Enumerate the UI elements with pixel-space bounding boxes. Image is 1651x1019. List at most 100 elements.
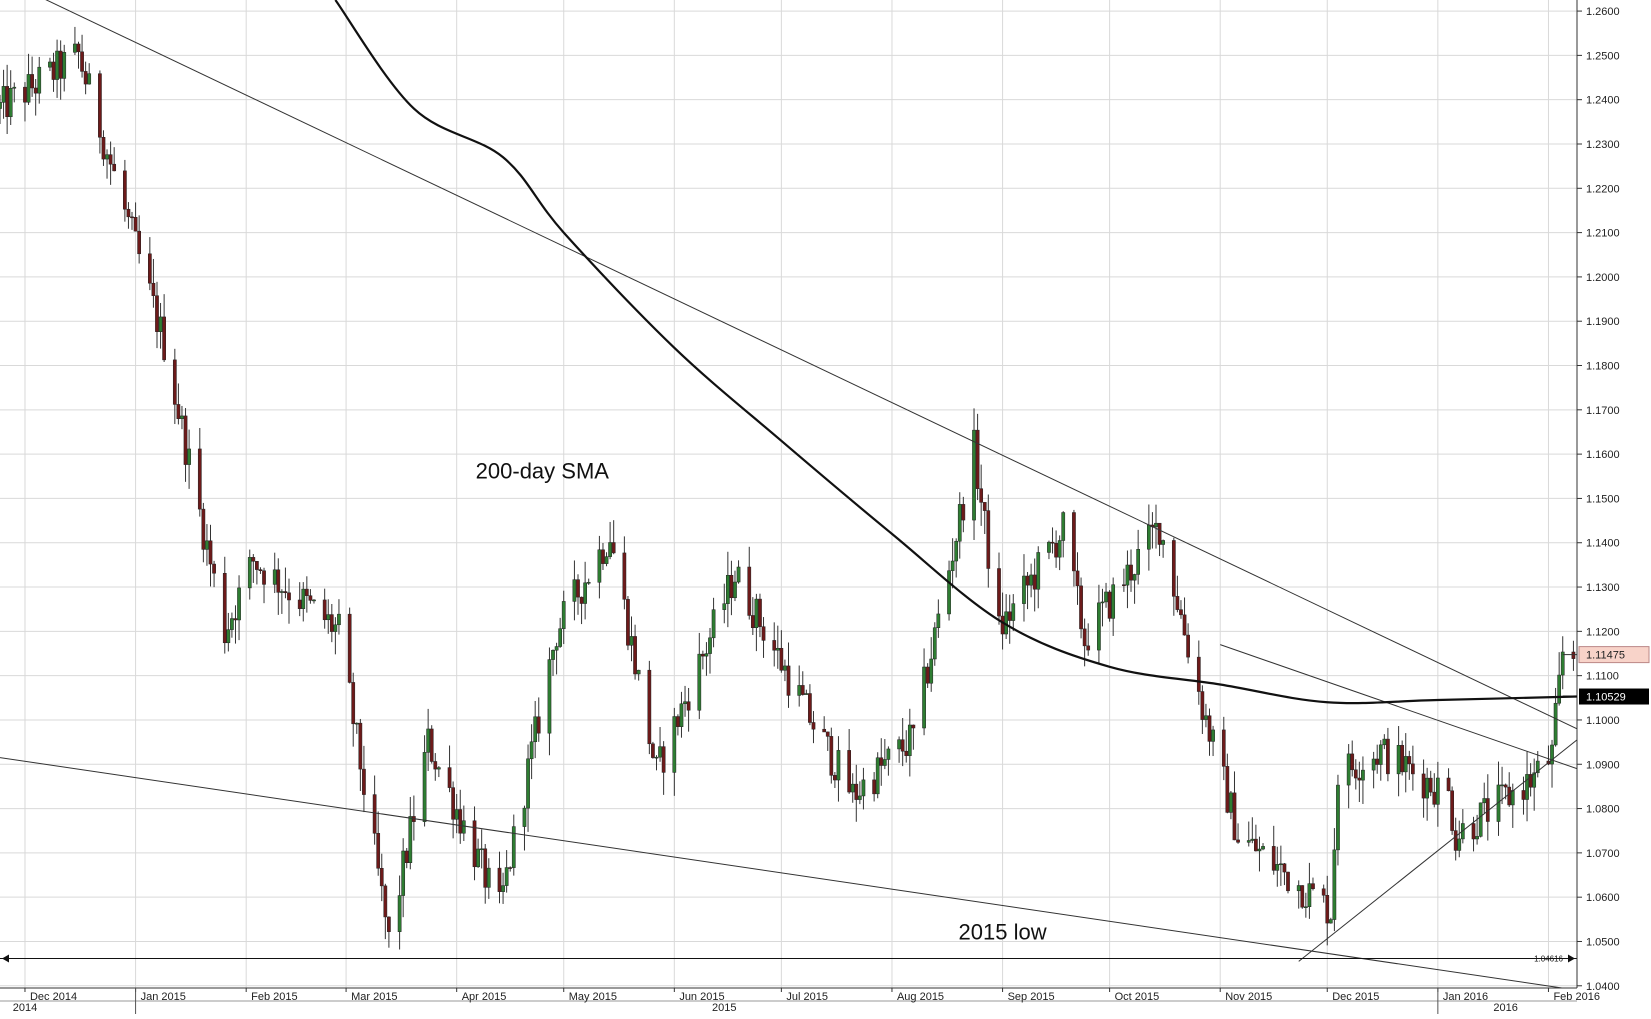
candle-body [354, 722, 359, 725]
candle-body [87, 73, 92, 85]
candle-body [304, 588, 309, 596]
candle-body [508, 867, 513, 869]
candle-body [1350, 753, 1355, 771]
candle-body [8, 87, 13, 118]
candle-body [1147, 524, 1151, 550]
candle-body [1161, 540, 1165, 545]
candle-body [1207, 715, 1212, 742]
candle-body [1550, 744, 1554, 765]
y-tick-label: 1.2100 [1586, 228, 1620, 240]
candle-body [758, 598, 762, 627]
candle-body [272, 569, 277, 585]
candle-body [854, 783, 859, 800]
candle-body [301, 588, 306, 609]
candle-body [661, 746, 666, 773]
candle-body [1478, 802, 1483, 837]
candle-body [379, 868, 384, 887]
candle-body [833, 775, 837, 781]
candle-body [779, 647, 784, 671]
y-tick-label: 1.1600 [1586, 449, 1620, 461]
candle-body [262, 570, 266, 585]
candle-body [1232, 792, 1237, 841]
candle-body [126, 208, 131, 218]
candle-body [58, 50, 63, 79]
candle-body [208, 540, 213, 565]
candle-body [761, 626, 766, 641]
candle-body [1196, 656, 1201, 692]
candle-body [501, 885, 505, 892]
candle-body [1075, 570, 1080, 587]
candle-body [233, 618, 238, 621]
candle-body [629, 636, 634, 646]
candle-body [426, 728, 430, 753]
candle-body [123, 170, 127, 210]
candle-body [422, 752, 427, 822]
candle-body [1525, 774, 1529, 800]
candle-body [800, 685, 805, 695]
candle-body [1510, 790, 1515, 806]
candle-body [1560, 651, 1565, 676]
candle-body [847, 750, 852, 793]
candle-body [1261, 846, 1265, 850]
candle-body [925, 666, 930, 684]
candle-body [23, 86, 27, 103]
candle-body [1507, 786, 1512, 806]
candle-body [1082, 628, 1087, 647]
candle-body [747, 566, 752, 616]
candle-body [1229, 792, 1233, 813]
candle-body [1054, 542, 1058, 558]
candle-body [222, 573, 227, 644]
candle-body [1521, 790, 1526, 800]
candle-body [326, 614, 331, 621]
candle-body [276, 569, 281, 593]
low-line-left-arrow [2, 954, 9, 963]
candle-body [404, 850, 409, 863]
candle-body [1303, 906, 1308, 908]
candle-body [48, 61, 52, 68]
candle-body [1279, 863, 1283, 866]
candle-body [975, 429, 980, 489]
candle-body [1403, 756, 1408, 773]
candle-body [950, 560, 955, 571]
candle-body [297, 599, 302, 609]
candle-body [551, 649, 555, 660]
candle-body [786, 665, 791, 696]
candle-body [429, 728, 434, 762]
candle-body [626, 599, 630, 646]
candle-body [1204, 715, 1208, 720]
candle-body [972, 429, 976, 521]
candle-body [750, 615, 755, 628]
y-tick-label: 1.2400 [1586, 95, 1620, 107]
candle-body [358, 722, 363, 770]
y-tick-label: 1.2200 [1586, 183, 1620, 195]
candle-body [454, 809, 459, 820]
candle-body [536, 716, 541, 734]
y-tick-label: 1.2300 [1586, 139, 1620, 151]
candle-body [255, 561, 259, 570]
candle-body [497, 867, 502, 892]
candle-body [1246, 840, 1251, 843]
candle-body [1407, 756, 1412, 765]
candle-body [1236, 839, 1240, 843]
candle-body [1, 86, 6, 103]
candle-body [579, 596, 584, 604]
candle-body [1571, 651, 1576, 659]
candle-body [183, 415, 188, 465]
candle-body [333, 624, 338, 632]
candle-body [875, 757, 880, 795]
candle-body [511, 826, 516, 868]
candle-body [1557, 674, 1562, 704]
candle-body [733, 581, 737, 599]
candle-body [736, 566, 741, 583]
candle-body [651, 743, 655, 758]
candle-body [504, 867, 509, 886]
candle-body [486, 867, 491, 888]
candle-body [861, 779, 866, 797]
candle-body [162, 316, 166, 361]
candle-body [1100, 601, 1105, 604]
candle-body [1325, 895, 1330, 924]
candle-body [825, 731, 830, 737]
low-line-right-arrow [1568, 954, 1575, 963]
candle-body [1396, 745, 1401, 775]
